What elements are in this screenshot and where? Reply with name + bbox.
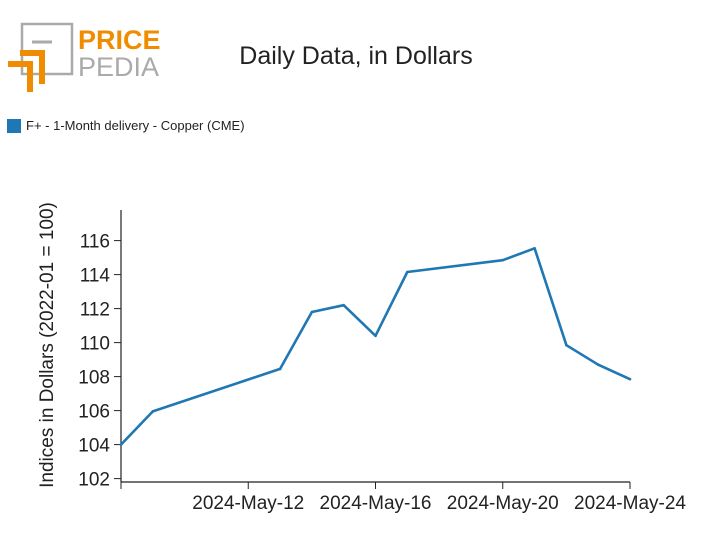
logo-bracket-inner	[20, 50, 45, 84]
x-axis: 2024-May-12 2024-May-16 2024-May-20 2024-Ma…	[120, 481, 686, 514]
legend-swatch	[7, 118, 21, 133]
logo-word-top: PRICE	[78, 25, 161, 55]
y-tick-label: 114	[80, 266, 111, 287]
x-tick-label: 2024-May-24	[574, 493, 686, 514]
chart-title: Daily Data, in Dollars	[239, 42, 473, 70]
data-point	[151, 410, 155, 413]
series-group	[119, 246, 632, 446]
data-point	[406, 270, 409, 274]
legend-label: F+ - 1-Month delivery - Copper (CME)	[26, 118, 245, 133]
y-axis: 102 104 106 108 110 112 114 116	[78, 210, 122, 491]
data-point	[119, 443, 123, 446]
x-tick-label: 2024-May-16	[320, 493, 432, 514]
y-axis-title: Indices in Dollars (2022-01 = 100)	[37, 202, 58, 488]
y-tick-label: 108	[78, 368, 110, 389]
y-tick-label: 104	[78, 436, 110, 457]
data-point	[628, 377, 632, 381]
data-point	[565, 343, 568, 347]
data-point	[596, 363, 600, 367]
data-point	[501, 258, 505, 262]
x-tick-label: 2024-May-12	[192, 493, 304, 514]
data-point	[374, 334, 377, 338]
logo-bracket-outer	[8, 61, 33, 92]
data-point	[342, 303, 345, 307]
x-tick-label: 2024-May-20	[447, 493, 559, 514]
pricepedia-logo: PRICE PEDIA	[8, 22, 161, 92]
data-point	[533, 246, 536, 250]
legend[interactable]: F+ - 1-Month delivery - Copper (CME)	[7, 118, 245, 133]
y-tick-label: 110	[80, 334, 110, 355]
y-tick-label: 116	[80, 232, 110, 253]
series-line-0	[120, 247, 631, 446]
y-tick-label: 102	[78, 470, 110, 491]
logo-frame	[20, 22, 74, 76]
y-tick-label: 112	[80, 300, 110, 321]
logo-word-bottom: PEDIA	[78, 52, 159, 82]
y-tick-label: 106	[78, 402, 110, 423]
data-point	[310, 310, 314, 314]
data-point	[278, 367, 282, 371]
